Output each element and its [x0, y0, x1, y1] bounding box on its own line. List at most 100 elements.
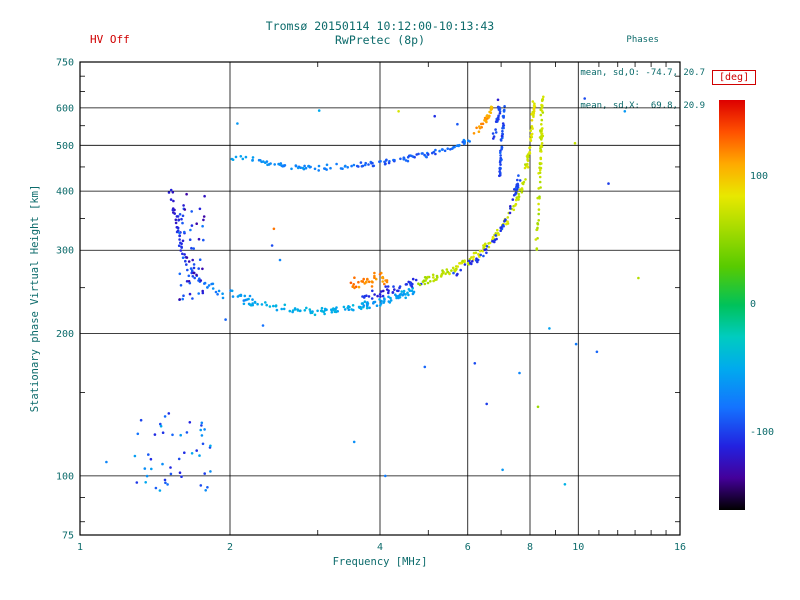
x-tick-label: 1: [77, 542, 83, 553]
data-point: [509, 205, 512, 208]
data-point: [346, 306, 350, 310]
data-point: [169, 472, 173, 476]
x-tick-label: 8: [527, 542, 533, 553]
data-point: [521, 182, 525, 186]
data-point: [147, 453, 150, 456]
data-point: [290, 167, 293, 171]
data-point: [502, 124, 506, 127]
data-point: [402, 293, 405, 296]
y-tick-label: 75: [62, 531, 74, 542]
y-tick-label: 400: [56, 187, 74, 198]
data-point: [352, 440, 356, 444]
data-point: [183, 230, 186, 234]
data-point: [432, 279, 435, 283]
data-point: [393, 288, 396, 291]
data-point: [380, 276, 384, 280]
data-point: [473, 362, 477, 365]
data-point: [181, 297, 184, 301]
data-point: [434, 152, 437, 156]
data-point: [280, 164, 284, 168]
data-point: [411, 292, 415, 296]
data-point: [360, 302, 364, 305]
data-point: [540, 123, 543, 126]
data-point: [393, 158, 396, 162]
data-point: [275, 308, 279, 312]
data-point: [201, 267, 204, 271]
data-point: [197, 267, 200, 270]
data-point: [350, 164, 353, 168]
data-point: [201, 224, 204, 228]
data-point: [267, 163, 271, 166]
data-point: [203, 472, 206, 475]
data-point: [322, 310, 326, 314]
data-point: [517, 197, 520, 200]
data-point: [374, 277, 378, 281]
data-point: [351, 284, 355, 288]
data-point: [320, 306, 324, 310]
data-point: [530, 132, 534, 136]
data-point: [135, 481, 139, 484]
data-point: [378, 160, 381, 163]
data-point: [422, 279, 426, 283]
data-point: [189, 267, 193, 270]
data-point: [190, 271, 194, 275]
data-point: [472, 255, 475, 259]
data-point: [421, 152, 424, 155]
data-point: [531, 100, 535, 103]
data-point: [361, 280, 365, 283]
data-point: [180, 217, 183, 221]
plot-subtitle: RwPretec (8p): [334, 33, 425, 47]
data-point: [444, 272, 447, 276]
data-point: [265, 160, 269, 163]
data-point: [189, 228, 192, 232]
data-point: [362, 296, 366, 299]
data-point: [260, 303, 264, 306]
data-point: [195, 449, 198, 452]
data-point: [172, 199, 175, 203]
data-point: [167, 191, 171, 194]
data-point: [413, 155, 416, 159]
data-point: [352, 163, 356, 167]
data-point: [367, 295, 371, 298]
data-point: [349, 281, 353, 285]
data-point: [539, 157, 543, 161]
data-point: [389, 296, 392, 300]
data-point: [443, 149, 447, 153]
y-tick-label: 600: [56, 103, 74, 114]
data-point: [317, 164, 321, 168]
data-point: [288, 309, 292, 313]
data-point: [298, 309, 302, 313]
y-tick-label: 100: [56, 471, 74, 482]
data-point: [234, 155, 238, 159]
data-point: [190, 246, 193, 250]
data-point: [199, 484, 203, 487]
data-point: [371, 289, 374, 293]
data-point: [537, 202, 540, 206]
data-point: [383, 282, 386, 286]
data-point: [398, 285, 402, 288]
data-point: [181, 252, 184, 256]
data-point: [181, 214, 185, 218]
data-point: [502, 110, 506, 113]
data-point: [191, 258, 194, 262]
data-point: [316, 309, 319, 313]
data-point: [261, 324, 265, 327]
data-point: [533, 104, 536, 107]
data-point: [499, 156, 503, 160]
data-point: [198, 207, 202, 211]
data-point: [497, 118, 500, 121]
data-point: [426, 153, 430, 156]
data-point: [387, 161, 391, 165]
data-point: [540, 127, 544, 131]
data-point: [366, 278, 369, 281]
data-point: [179, 433, 182, 437]
data-point: [435, 278, 438, 281]
data-point: [303, 309, 307, 312]
data-point: [335, 162, 338, 166]
data-point: [367, 280, 371, 284]
data-point: [169, 198, 173, 201]
data-point: [446, 147, 450, 150]
phases-summary: Phases mean, sd,O: -74.7, 20.7 mean, sd,…: [580, 13, 705, 134]
data-point: [245, 298, 249, 301]
